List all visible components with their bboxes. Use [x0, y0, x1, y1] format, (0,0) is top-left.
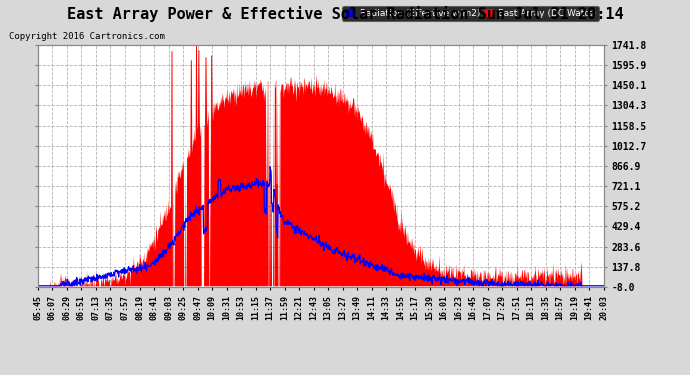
Text: Copyright 2016 Cartronics.com: Copyright 2016 Cartronics.com — [9, 32, 165, 41]
Text: East Array Power & Effective Solar Radiation Sun Jul 31 20:14: East Array Power & Effective Solar Radia… — [67, 6, 623, 22]
Legend: Radiation (Effective w/m2), East Array (DC Watts): Radiation (Effective w/m2), East Array (… — [342, 6, 599, 21]
